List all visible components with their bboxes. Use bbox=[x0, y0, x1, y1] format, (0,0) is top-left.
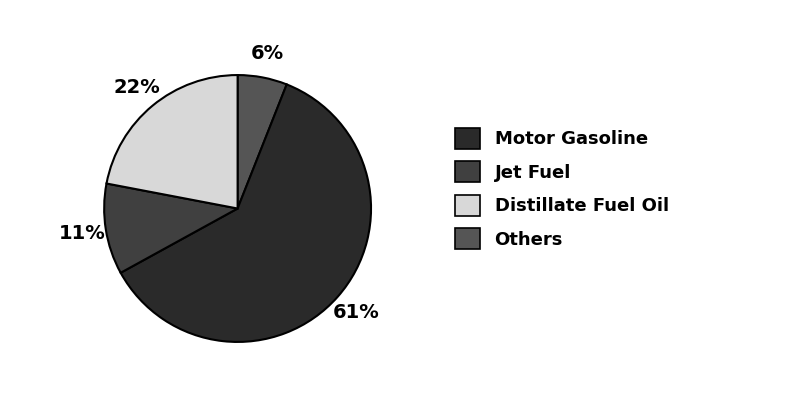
Text: 11%: 11% bbox=[59, 224, 105, 243]
Wedge shape bbox=[238, 75, 287, 208]
Text: 61%: 61% bbox=[333, 303, 379, 322]
Text: 6%: 6% bbox=[250, 44, 284, 63]
Legend: Motor Gasoline, Jet Fuel, Distillate Fuel Oil, Others: Motor Gasoline, Jet Fuel, Distillate Fue… bbox=[455, 128, 668, 249]
Wedge shape bbox=[106, 75, 238, 208]
Wedge shape bbox=[120, 84, 371, 342]
Text: 22%: 22% bbox=[114, 78, 161, 97]
Wedge shape bbox=[105, 183, 238, 273]
